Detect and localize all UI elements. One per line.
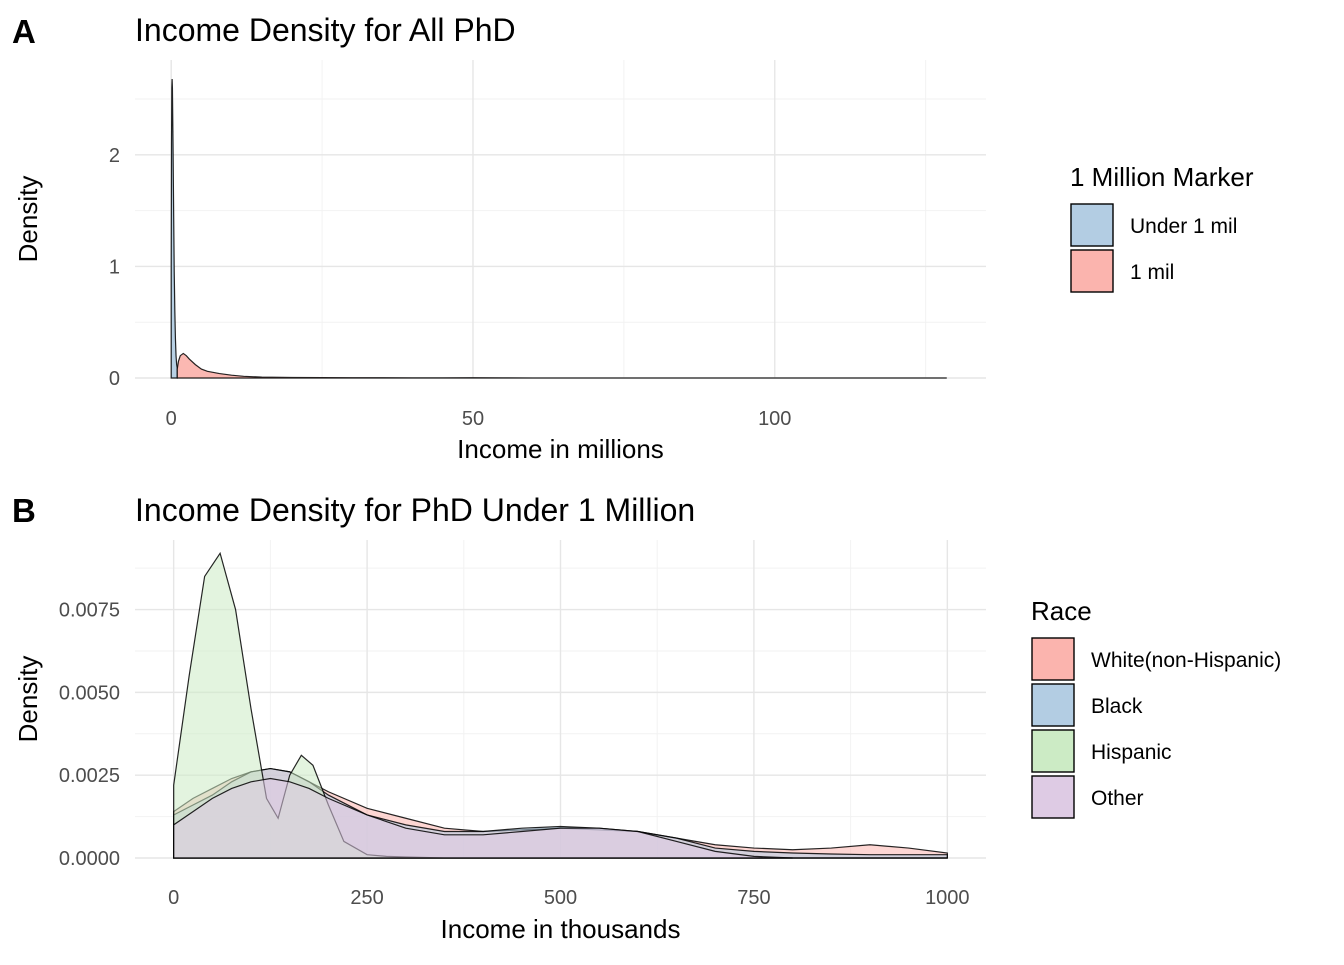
legend-label: Black	[1091, 695, 1143, 718]
legend-title: Race	[1031, 596, 1092, 626]
y-tick-label: 0	[109, 368, 120, 390]
y-tick-label: 1	[109, 256, 120, 278]
chart-title: Income Density for All PhD	[135, 12, 516, 48]
legend-key	[1070, 249, 1114, 293]
legend-title: 1 Million Marker	[1070, 162, 1254, 192]
legend-label: Hispanic	[1091, 741, 1172, 764]
x-axis-title: Income in millions	[457, 434, 664, 464]
legend: Race White(non-Hispanic) Black Hispanic Othe…	[1031, 596, 1281, 819]
legend-label: Under 1 mil	[1130, 215, 1237, 238]
x-tick-label: 750	[737, 887, 770, 909]
legend-label: White(non-Hispanic)	[1091, 649, 1281, 672]
density-1-mil	[176, 352, 947, 379]
legend-key	[1031, 683, 1075, 727]
legend-key	[1031, 637, 1075, 681]
legend-label: 1 mil	[1130, 261, 1174, 284]
density-areas	[173, 551, 948, 859]
y-axis-title: Density	[13, 176, 43, 263]
panel-tag: B	[12, 492, 36, 529]
x-tick-label: 100	[758, 408, 791, 430]
panel-tag: A	[12, 13, 36, 50]
y-tick-label: 0.0075	[59, 600, 120, 622]
y-tick-label: 2	[109, 145, 120, 167]
panel-b: B Income Density for PhD Under 1 Million 0…	[12, 492, 1281, 944]
density-under-1-mil	[170, 78, 178, 379]
x-tick-label: 1000	[925, 887, 970, 909]
legend-key	[1031, 775, 1075, 819]
density-other	[173, 777, 793, 859]
panel-a: A Income Density for All PhD 0 50 100 0 1 2 Inco…	[12, 12, 1254, 464]
grid	[135, 60, 986, 379]
x-axis-title: Income in thousands	[441, 914, 681, 944]
density-areas	[170, 78, 947, 379]
x-tick-label: 0	[166, 408, 177, 430]
y-tick-label: 0.0025	[59, 765, 120, 787]
x-tick-label: 250	[350, 887, 383, 909]
chart-title: Income Density for PhD Under 1 Million	[135, 492, 695, 528]
x-tick-label: 0	[168, 887, 179, 909]
x-tick-label: 500	[544, 887, 577, 909]
x-tick-label: 50	[462, 408, 484, 430]
y-tick-label: 0.0050	[59, 682, 120, 704]
legend-label: Other	[1091, 787, 1144, 810]
legend: 1 Million Marker Under 1 mil 1 mil	[1070, 162, 1254, 293]
legend-key	[1070, 203, 1114, 247]
y-axis-title: Density	[13, 656, 43, 743]
legend-key	[1031, 729, 1075, 773]
y-tick-label: 0.0000	[59, 848, 120, 870]
